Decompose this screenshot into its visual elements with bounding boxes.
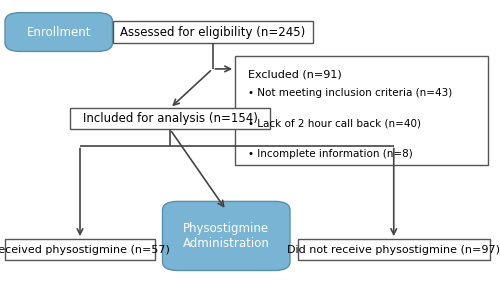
FancyBboxPatch shape — [162, 201, 290, 270]
FancyBboxPatch shape — [5, 239, 155, 260]
Text: • Not meeting inclusion criteria (n=43): • Not meeting inclusion criteria (n=43) — [248, 88, 452, 98]
Text: Enrollment: Enrollment — [26, 26, 91, 39]
FancyBboxPatch shape — [5, 13, 112, 51]
Text: Physostigmine
Administration: Physostigmine Administration — [183, 222, 270, 250]
Text: • Incomplete information (n=8): • Incomplete information (n=8) — [248, 149, 412, 159]
Text: Did not receive physostigmine (n=97): Did not receive physostigmine (n=97) — [287, 245, 500, 255]
Text: • Lack of 2 hour call back (n=40): • Lack of 2 hour call back (n=40) — [248, 118, 420, 128]
Text: Excluded (n=91): Excluded (n=91) — [248, 69, 341, 79]
Text: Received physostigmine (n=57): Received physostigmine (n=57) — [0, 245, 170, 255]
Text: Included for analysis (n=154): Included for analysis (n=154) — [82, 112, 258, 125]
FancyBboxPatch shape — [298, 239, 490, 260]
FancyBboxPatch shape — [70, 108, 270, 129]
Text: Assessed for eligibility (n=245): Assessed for eligibility (n=245) — [120, 26, 305, 39]
FancyBboxPatch shape — [112, 21, 312, 43]
FancyBboxPatch shape — [235, 56, 488, 165]
